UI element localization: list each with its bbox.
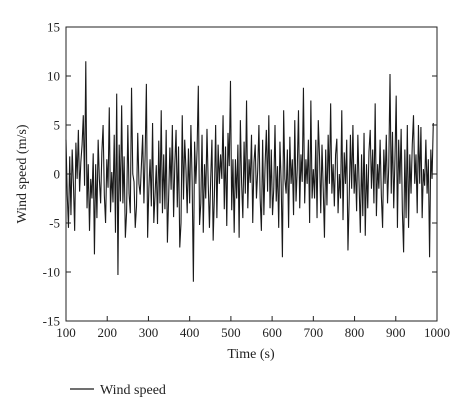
y-tick-label: -5: [49, 216, 60, 231]
y-tick-label: 5: [54, 118, 61, 133]
legend-label-wind-speed: Wind speed: [100, 383, 166, 398]
x-tick-label: 1000: [424, 325, 450, 340]
x-tick-label: 100: [56, 325, 76, 340]
y-tick-label: 10: [47, 69, 60, 84]
y-tick-label: 15: [47, 20, 60, 35]
x-tick-label: 300: [139, 325, 159, 340]
series-layer: [65, 61, 434, 282]
x-axis-title: Time (s): [227, 347, 275, 362]
x-tick-label: 200: [97, 325, 117, 340]
series-line-wind-speed: [65, 61, 434, 282]
y-tick-label: -15: [43, 314, 60, 329]
x-tick-label: 900: [386, 325, 406, 340]
y-tick-label: -10: [43, 265, 60, 280]
x-tick-label: 600: [262, 325, 282, 340]
legend: Wind speed: [70, 383, 166, 398]
x-tick-label: 500: [221, 325, 241, 340]
x-tick-label: 800: [345, 325, 365, 340]
y-axis-title: Wind speed (m/s): [15, 124, 30, 223]
x-tick-label: 400: [180, 325, 200, 340]
x-tick-label: 700: [304, 325, 324, 340]
y-tick-label: 0: [54, 167, 61, 182]
x-axis-ticks: 100 200 300 400 500 600 700 800 900 1000: [56, 316, 450, 340]
